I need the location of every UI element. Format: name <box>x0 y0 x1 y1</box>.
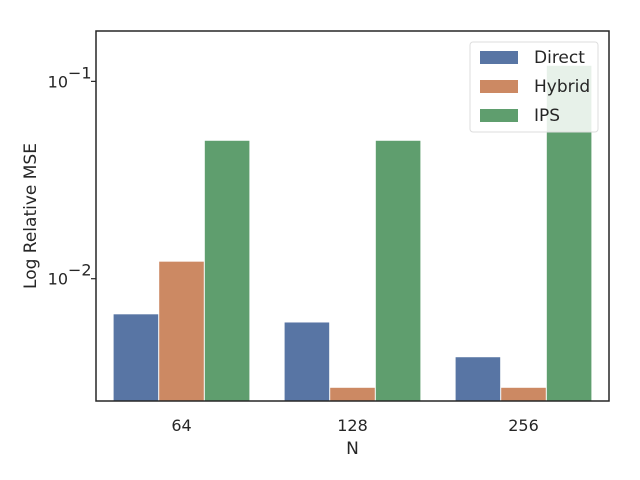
legend-label-direct: Direct <box>534 48 585 68</box>
plot-frame <box>95 30 610 402</box>
x-axis-label: N <box>346 439 359 459</box>
x-tick-label: 64 <box>171 416 191 435</box>
bar-hybrid-64 <box>159 261 204 401</box>
bar-direct-128 <box>284 322 330 401</box>
legend-label-hybrid: Hybrid <box>534 77 590 97</box>
x-tick-label: 256 <box>508 416 539 435</box>
bar-direct-64 <box>113 314 159 401</box>
legend-label-ips: IPS <box>534 106 560 126</box>
bar-direct-256 <box>455 357 501 401</box>
x-tick-label: 128 <box>337 416 368 435</box>
bar-hybrid-256 <box>501 387 546 401</box>
legend-swatch-direct <box>480 51 518 64</box>
y-tick-label: 10 <box>48 270 68 289</box>
y-axis-label: Log Relative MSE <box>21 143 41 289</box>
bars <box>113 65 592 401</box>
x-tick-labels: 64 128 256 <box>171 416 538 435</box>
bar-ips-64 <box>204 140 250 401</box>
legend-swatch-hybrid <box>480 80 518 93</box>
bar-ips-128 <box>375 140 421 401</box>
y-tick-label-exponent: −1 <box>68 63 92 82</box>
y-tick-labels: 10−210−1 <box>48 63 96 289</box>
legend: Direct Hybrid IPS <box>469 41 599 133</box>
y-tick-label: 10 <box>48 72 68 91</box>
bar-hybrid-128 <box>330 387 375 401</box>
legend-swatch-ips <box>480 109 518 122</box>
y-tick-label-exponent: −2 <box>68 261 92 280</box>
